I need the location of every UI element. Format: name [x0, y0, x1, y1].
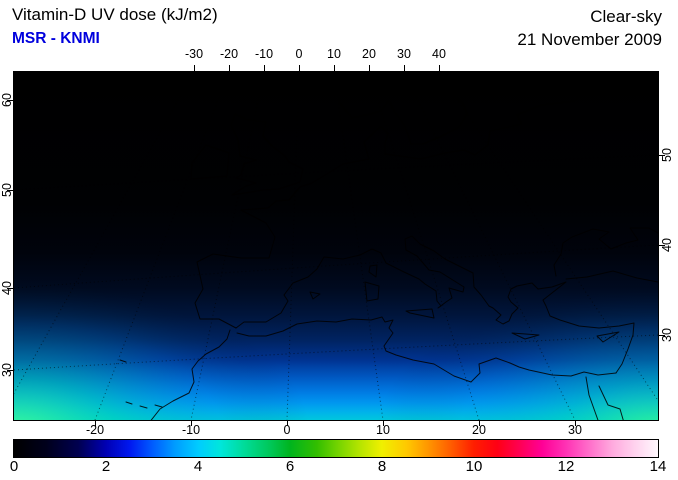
island-corsica [368, 264, 378, 278]
colorbar-tick-label: 4 [193, 458, 203, 475]
axis-tick-mark-right [659, 155, 665, 156]
colorbar [13, 439, 659, 458]
axis-tick-label-top: 20 [362, 47, 376, 61]
axis-tick-label-top: -20 [219, 47, 239, 61]
chart-title: Vitamin-D UV dose (kJ/m2) [12, 5, 218, 24]
axis-tick-label-bottom: -20 [85, 423, 105, 437]
axis-tick-label-top: -10 [254, 47, 274, 61]
island-cyprus [596, 331, 620, 343]
axis-tick-label-top: 30 [397, 47, 411, 61]
axis-tick-label-left: 60 [0, 93, 14, 107]
axis-tick-label-right: 30 [659, 328, 674, 342]
colorbar-tick-label: 10 [465, 458, 483, 475]
island-crete [511, 332, 540, 340]
colorbar-tick-label: 8 [377, 458, 387, 475]
coast-mediterranean-north [235, 235, 635, 374]
map-canvas [14, 72, 658, 420]
coast-africa-atlantic [150, 329, 231, 420]
sky-condition-label: Clear-sky [590, 7, 662, 26]
axis-tick-label-left: 50 [0, 183, 14, 197]
uv-dose-glow-southeast [14, 72, 658, 420]
map-plot [13, 71, 659, 421]
axis-tick-label-bottom: 0 [283, 423, 291, 437]
coast-black-sea-south [565, 270, 658, 283]
coast-great-britain [230, 113, 304, 196]
axis-tick-label-right: 40 [659, 238, 674, 252]
axis-tick-mark-right [659, 245, 665, 246]
colorbar-tick-label: 12 [557, 458, 575, 475]
coast-ireland [190, 144, 230, 180]
colorbar-tick-label: 0 [9, 458, 19, 475]
axis-tick-label-bottom: 20 [472, 423, 486, 437]
header-right: Clear-sky 21 November 2009 [517, 5, 662, 51]
coast-scandinavia [333, 72, 477, 145]
coast-black-sea-north [553, 227, 658, 277]
axis-tick-label-bottom: 10 [376, 423, 390, 437]
river-nile [585, 376, 599, 420]
colorbar-tick-label: 2 [101, 458, 111, 475]
axis-tick-label-top: 10 [327, 47, 341, 61]
axis-tick-label-left: 40 [0, 281, 14, 295]
island-sardinia [364, 281, 380, 302]
axis-tick-label-bottom: -10 [181, 423, 201, 437]
axis-tick-label-top: 0 [295, 47, 303, 61]
coast-red-sea [598, 385, 624, 420]
islands-canary-madeira [119, 359, 163, 409]
colorbar-tick-label: 6 [285, 458, 295, 475]
date-label: 21 November 2009 [517, 30, 662, 49]
axis-tick-label-top: 40 [432, 47, 446, 61]
colorbar-tick-label: 14 [649, 458, 667, 475]
axis-tick-label-right: 50 [659, 148, 674, 162]
island-balearics [309, 291, 321, 300]
island-sicily [405, 308, 435, 319]
coast-africa-mediterranean [236, 316, 617, 383]
dataset-label: MSR - KNMI [12, 30, 100, 47]
axis-tick-label-left: 30 [0, 363, 14, 377]
axis-tick-label-bottom: 30 [568, 423, 582, 437]
coastlines [119, 72, 658, 420]
coast-atlantic-europe [194, 95, 580, 329]
axis-tick-mark-right [659, 335, 665, 336]
axis-tick-label-top: -30 [184, 47, 204, 61]
